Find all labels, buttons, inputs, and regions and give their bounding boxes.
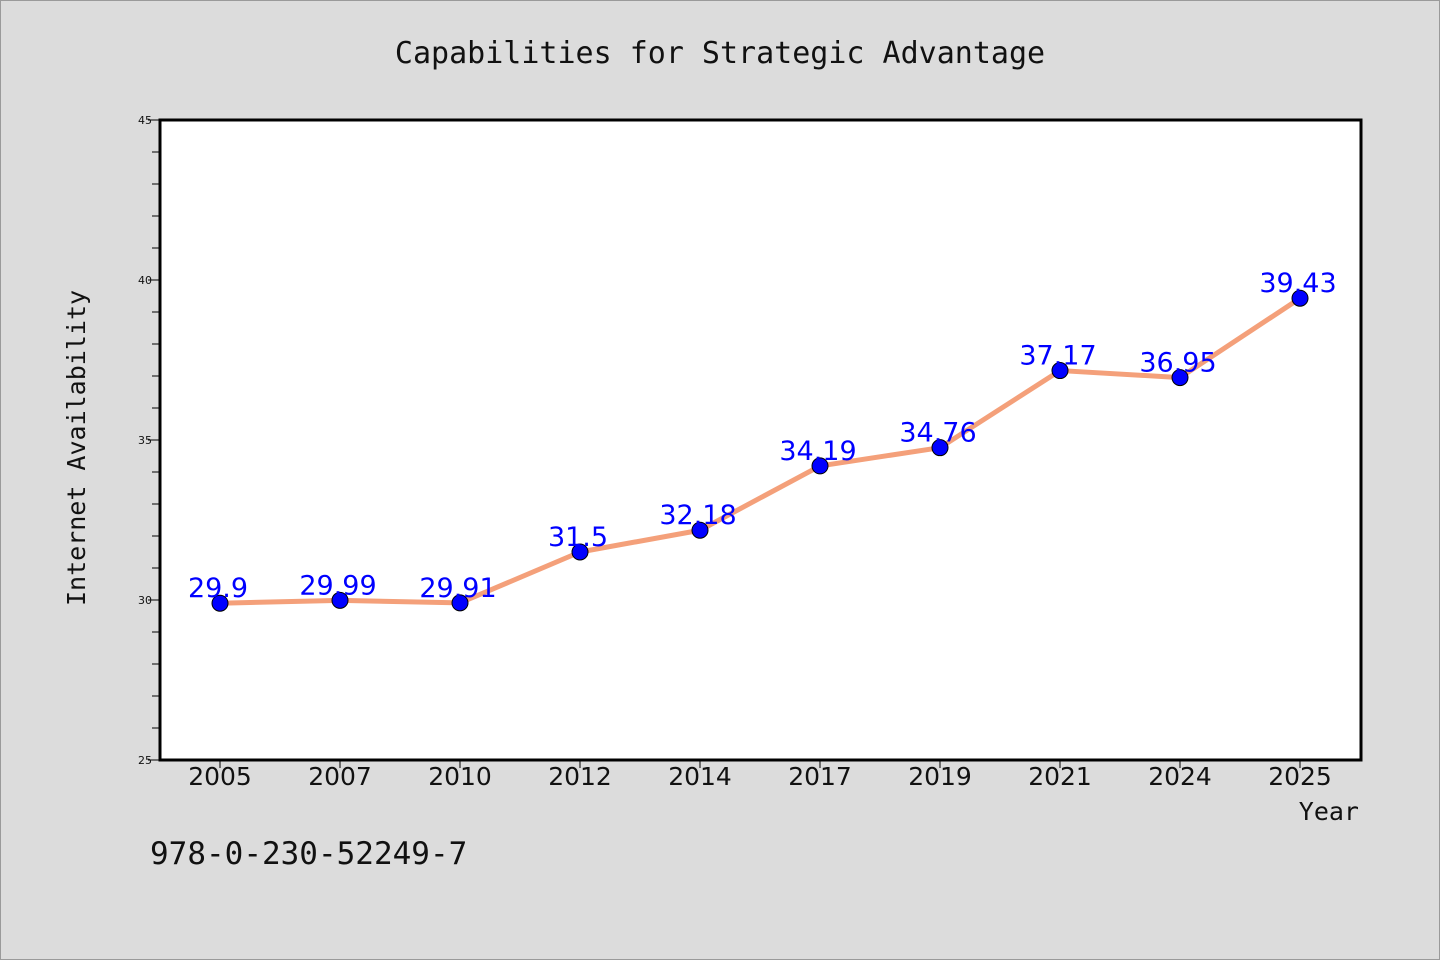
data-point [571,543,589,561]
data-point [811,457,829,475]
data-label: 29.99 [299,570,376,601]
data-point [1171,369,1189,387]
y-tick-label: 35 [138,434,152,447]
x-tick-label: 2017 [788,762,852,791]
x-axis-label: Year [1299,797,1359,826]
data-label: 29.9 [188,573,248,604]
x-tick-label: 2012 [548,762,612,791]
y-tick-label: 40 [138,274,152,287]
plot-border [158,118,1363,762]
series-layer: 29.9 29.99 29.91 31.5 32.18 34.19 34.76 37.17 36… [188,268,1337,612]
x-tick-label: 2007 [308,762,372,791]
y-tick-label: 30 [138,594,152,607]
plot-area [160,120,1361,760]
y-tick-label: 45 [138,114,152,127]
x-tick-label: 2021 [1028,762,1092,791]
data-point [451,594,469,612]
series-line [217,295,1303,606]
data-point [691,521,709,539]
y-axis-label: Internet Availability [62,290,91,606]
x-tick-label: 2024 [1148,762,1212,791]
data-point [211,594,229,612]
data-label: 37.17 [1019,341,1096,372]
x-tick-label: 2019 [908,762,972,791]
data-label: 39.43 [1259,268,1336,299]
data-label: 34.19 [779,436,856,467]
chart-title: Capabilities for Strategic Advantage [395,36,1045,71]
data-label: 32.18 [659,500,736,531]
y-axis: 25 30 35 40 45 [138,114,160,767]
data-label: 36.95 [1139,348,1216,379]
data-point [331,591,349,609]
data-point [1051,362,1069,380]
data-point [1291,289,1309,307]
x-tick-label: 2014 [668,762,732,791]
y-tick-label: 25 [138,754,152,767]
isbn-annotation: 978-0-230-52249-7 [150,836,467,872]
x-axis: 2005 2007 2010 2012 2014 2017 2019 2021 2024 2025 [188,760,1332,791]
data-point [931,439,949,457]
data-label: 34.76 [899,418,976,449]
x-tick-label: 2025 [1268,762,1332,791]
data-label: 31.5 [548,522,608,553]
data-label: 29.91 [419,573,496,604]
x-tick-label: 2005 [188,762,252,791]
x-tick-label: 2010 [428,762,492,791]
